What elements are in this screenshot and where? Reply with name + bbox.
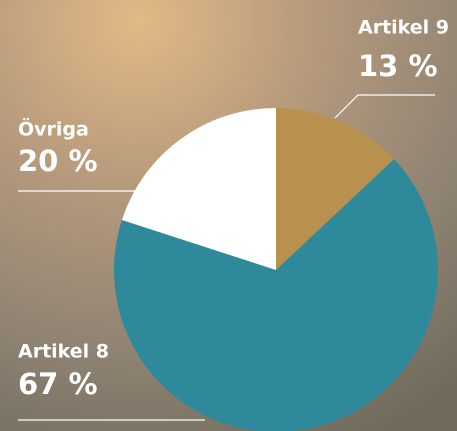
leader-line bbox=[334, 94, 435, 119]
pie-slice bbox=[114, 159, 438, 431]
labels: Artikel 9 13 % Artikel 8 67 % Övriga 20 % bbox=[18, 17, 449, 421]
pie-slice bbox=[121, 108, 277, 270]
category-label: Artikel 8 bbox=[18, 341, 109, 363]
value-label: 67 % bbox=[18, 367, 98, 401]
category-label: Artikel 9 bbox=[358, 17, 449, 39]
pie-slice bbox=[276, 108, 395, 270]
value-label: 13 % bbox=[358, 49, 438, 83]
value-label: 20 % bbox=[18, 144, 98, 178]
category-label: Övriga bbox=[18, 117, 89, 141]
pie bbox=[114, 108, 438, 431]
